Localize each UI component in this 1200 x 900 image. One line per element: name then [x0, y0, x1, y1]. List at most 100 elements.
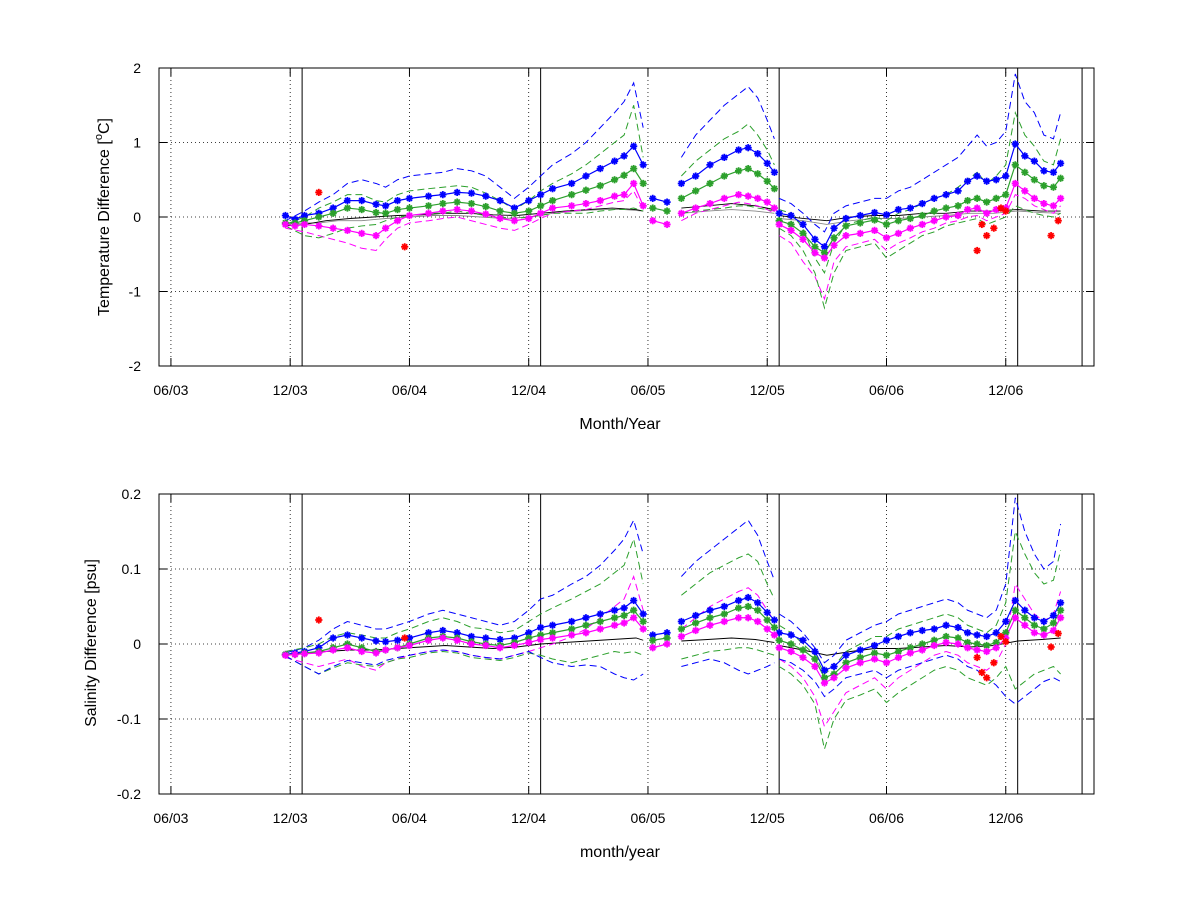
temperature-blue-marker — [405, 194, 414, 202]
salinity-green-dashed-series — [285, 647, 1061, 751]
temperature-blue-marker — [1049, 168, 1058, 176]
salinity-red-point — [401, 634, 409, 642]
salinity-red-point — [1047, 643, 1055, 651]
temperature-blue-marker — [424, 192, 433, 200]
temperature-y-label-superscript: o — [93, 134, 105, 140]
temperature-magenta-marker — [582, 199, 590, 208]
temperature-y-axis-label: Temperature Difference [oC] — [93, 118, 113, 316]
salinity-x-tick-label: 12/04 — [511, 810, 546, 826]
temperature-blue-marker — [482, 192, 490, 200]
temperature-blue-marker — [963, 177, 972, 185]
temperature-magenta-marker — [735, 191, 743, 199]
temperature-magenta-marker-line-series — [285, 182, 1062, 259]
temperature-blue-marker — [720, 153, 728, 161]
temperature-magenta-marker — [358, 229, 366, 237]
temperature-y-tick-label: 1 — [133, 135, 141, 151]
salinity-magenta-marker — [620, 619, 628, 627]
temperature-magenta-dashed-series — [285, 190, 1061, 301]
salinity-blue-marker — [856, 646, 864, 654]
temperature-magenta-marker — [482, 210, 490, 218]
temperature-green-marker — [620, 171, 628, 179]
temperature-x-tick-label: 06/06 — [869, 382, 904, 398]
salinity-green-marker — [692, 619, 700, 627]
temperature-blue-marker — [942, 191, 950, 199]
temperature-blue-dashed-series — [285, 73, 1062, 233]
salinity-magenta-marker — [811, 662, 819, 671]
temperature-blue-marker — [663, 198, 671, 206]
temperature-green-marker — [1049, 183, 1058, 191]
salinity-blue-marker — [343, 631, 352, 639]
temperature-magenta-marker — [720, 194, 728, 202]
salinity-x-tick-label: 06/05 — [630, 810, 665, 826]
salinity-green-marker — [894, 647, 903, 656]
temperature-blue-marker — [537, 191, 545, 199]
salinity-blue-marker — [770, 616, 778, 624]
temperature-green-marker — [537, 202, 545, 210]
salinity-green-marker — [954, 634, 962, 642]
salinity-green-marker — [568, 625, 576, 633]
temperature-green-marker — [706, 179, 714, 188]
temperature-green-marker — [1030, 176, 1038, 184]
salinity-magenta-marker — [930, 641, 938, 650]
salinity-magenta-marker — [582, 629, 590, 637]
temperature-magenta-marker — [799, 235, 807, 243]
salinity-green-marker — [983, 641, 991, 650]
salinity-magenta-marker — [744, 614, 752, 622]
salinity-green-marker — [630, 606, 638, 614]
temperature-green-marker — [692, 187, 700, 195]
temperature-green-marker — [1002, 191, 1010, 199]
salinity-green-dashed-series — [285, 529, 1062, 675]
salinity-magenta-marker — [596, 625, 604, 633]
temperature-blue-marker — [906, 204, 914, 212]
temperature-y-tick-label: -2 — [129, 358, 142, 374]
temperature-blue-marker — [1040, 167, 1048, 175]
temperature-blue-marker — [620, 152, 628, 160]
temperature-green-marker — [482, 202, 490, 211]
temperature-magenta-marker — [677, 209, 685, 217]
temperature-green-marker — [649, 204, 657, 212]
salinity-magenta-marker — [649, 644, 657, 652]
salinity-magenta-marker — [856, 659, 864, 667]
temperature-y-tick-label: 2 — [133, 60, 141, 76]
salinity-magenta-marker — [510, 641, 518, 650]
salinity-blue-marker — [706, 606, 714, 614]
temperature-magenta-marker — [453, 205, 461, 214]
salinity-magenta-marker — [1021, 621, 1029, 629]
salinity-green-marker — [775, 636, 783, 644]
temperature-green-marker — [372, 208, 380, 217]
salinity-magenta-marker — [381, 646, 390, 654]
temperature-green-marker — [663, 207, 671, 215]
temperature-blue-marker — [677, 179, 685, 188]
salinity-magenta-marker — [842, 664, 850, 672]
salinity-blue-marker — [963, 629, 972, 637]
temperature-magenta-marker — [882, 234, 891, 242]
salinity-green-marker — [744, 602, 752, 611]
salinity-magenta-marker — [439, 634, 447, 642]
temperature-magenta-marker — [775, 220, 783, 229]
temperature-magenta-marker — [894, 229, 903, 237]
salinity-blue-marker — [1057, 599, 1065, 607]
salinity-blue-marker — [744, 593, 752, 602]
salinity-magenta-marker — [954, 640, 962, 648]
salinity-blue-marker — [1002, 617, 1010, 626]
temperature-axes — [158, 67, 1095, 367]
temperature-blue-marker — [830, 224, 838, 232]
temperature-green-marker — [496, 207, 504, 215]
temperature-red-point — [978, 220, 986, 229]
salinity-x-tick-labels: 06/03 12/03 06/04 12/04 06/05 12/05 06/06 12/06 — [153, 810, 1023, 826]
salinity-blue-marker — [582, 614, 590, 622]
salinity-panel: 06/03 12/03 06/04 12/04 06/05 12/05 06/06 12/06… — [83, 486, 1095, 861]
temperature-magenta-marker — [973, 204, 981, 212]
temperature-blue-marker — [954, 187, 962, 195]
salinity-blue-marker — [973, 631, 981, 639]
salinity-green-marker — [706, 614, 714, 622]
salinity-magenta-marker — [496, 644, 504, 652]
temperature-blue-marker — [596, 164, 604, 173]
salinity-magenta-marker — [983, 647, 991, 656]
salinity-blue-marker — [381, 638, 390, 646]
temperature-green-marker — [381, 209, 390, 217]
temperature-blue-marker — [744, 144, 752, 152]
temperature-blue-marker — [894, 205, 903, 214]
temperature-magenta-marker — [329, 224, 337, 232]
